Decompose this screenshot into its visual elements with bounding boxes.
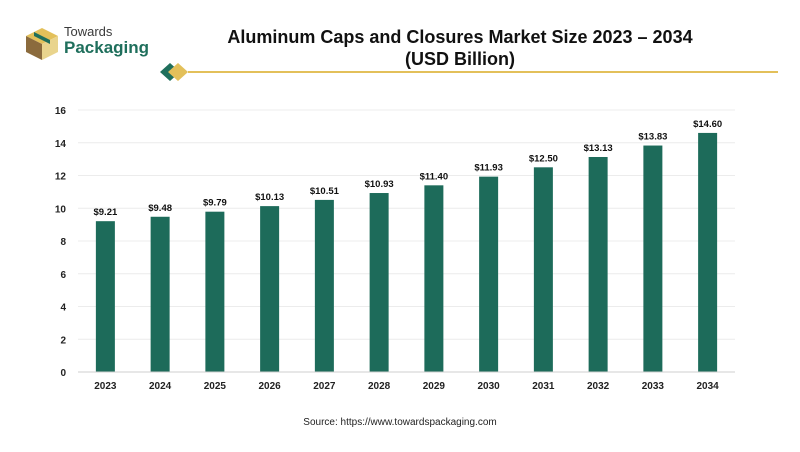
brand-line1: Towards (64, 24, 113, 39)
bar-2032 (588, 156, 608, 372)
divider-diamond-accent-icon (168, 63, 188, 81)
x-tick-label: 2033 (642, 381, 665, 392)
title-divider (160, 63, 778, 81)
bar-2027 (314, 199, 334, 372)
x-tick-label: 2026 (259, 381, 282, 392)
bar-2034 (698, 132, 718, 372)
y-tick-label: 14 (55, 139, 67, 150)
value-label: $11.40 (420, 171, 449, 182)
bar-2033 (643, 145, 663, 372)
chart-subtitle: (USD Billion) (405, 49, 515, 69)
brand-logo: Towards Packaging (22, 22, 172, 64)
x-tick-label: 2028 (368, 381, 391, 392)
value-label: $14.60 (693, 119, 722, 130)
bars (95, 132, 718, 372)
value-label: $12.50 (529, 153, 558, 164)
y-tick-label: 12 (55, 172, 67, 183)
x-tick-label: 2031 (532, 381, 555, 392)
bar-2028 (369, 193, 389, 372)
y-tick-label: 6 (60, 270, 66, 281)
bar-2029 (424, 185, 444, 372)
x-tick-label: 2032 (587, 381, 610, 392)
bar-2025 (205, 211, 225, 372)
x-tick-label: 2029 (423, 381, 446, 392)
grid (78, 109, 735, 340)
x-tick-label: 2023 (94, 381, 117, 392)
y-axis: 0 2 4 6 8 10 12 14 16 (55, 106, 67, 379)
bar-2024 (150, 216, 170, 372)
y-tick-label: 0 (60, 368, 66, 379)
x-axis: 2023 2024 2025 2026 2027 2028 2029 2030 2031 2032… (78, 371, 735, 392)
bar-2026 (260, 206, 280, 372)
box-logo-icon (26, 28, 58, 60)
value-label: $10.93 (365, 179, 394, 190)
y-tick-label: 16 (55, 106, 67, 117)
x-tick-label: 2025 (204, 381, 227, 392)
brand-line2: Packaging (64, 38, 150, 57)
x-tick-label: 2024 (149, 381, 172, 392)
y-tick-label: 4 (60, 303, 66, 314)
value-label: $10.51 (310, 186, 340, 197)
x-tick-label: 2030 (478, 381, 501, 392)
y-tick-label: 10 (55, 204, 67, 215)
value-label: $9.21 (93, 207, 117, 218)
x-tick-label: 2027 (313, 381, 336, 392)
chart-title: Aluminum Caps and Closures Market Size 2… (227, 27, 693, 47)
value-label: $9.48 (148, 203, 172, 214)
value-labels: $9.21 $9.48 $9.79 $10.13 $10.51 $10.93 $11.40 $… (93, 119, 722, 218)
value-label: $13.83 (638, 132, 667, 143)
value-label: $13.13 (584, 143, 613, 154)
bar-2023 (95, 221, 115, 372)
x-tick-label: 2034 (697, 381, 720, 392)
y-tick-label: 8 (60, 237, 66, 248)
value-label: $11.93 (474, 163, 503, 174)
bar-2030 (479, 176, 499, 372)
value-label: $10.13 (255, 192, 284, 203)
y-tick-label: 2 (60, 335, 66, 346)
value-label: $9.79 (203, 198, 227, 209)
source-note: Source: https://www.towardspackaging.com (303, 417, 497, 428)
bar-2031 (533, 167, 553, 372)
